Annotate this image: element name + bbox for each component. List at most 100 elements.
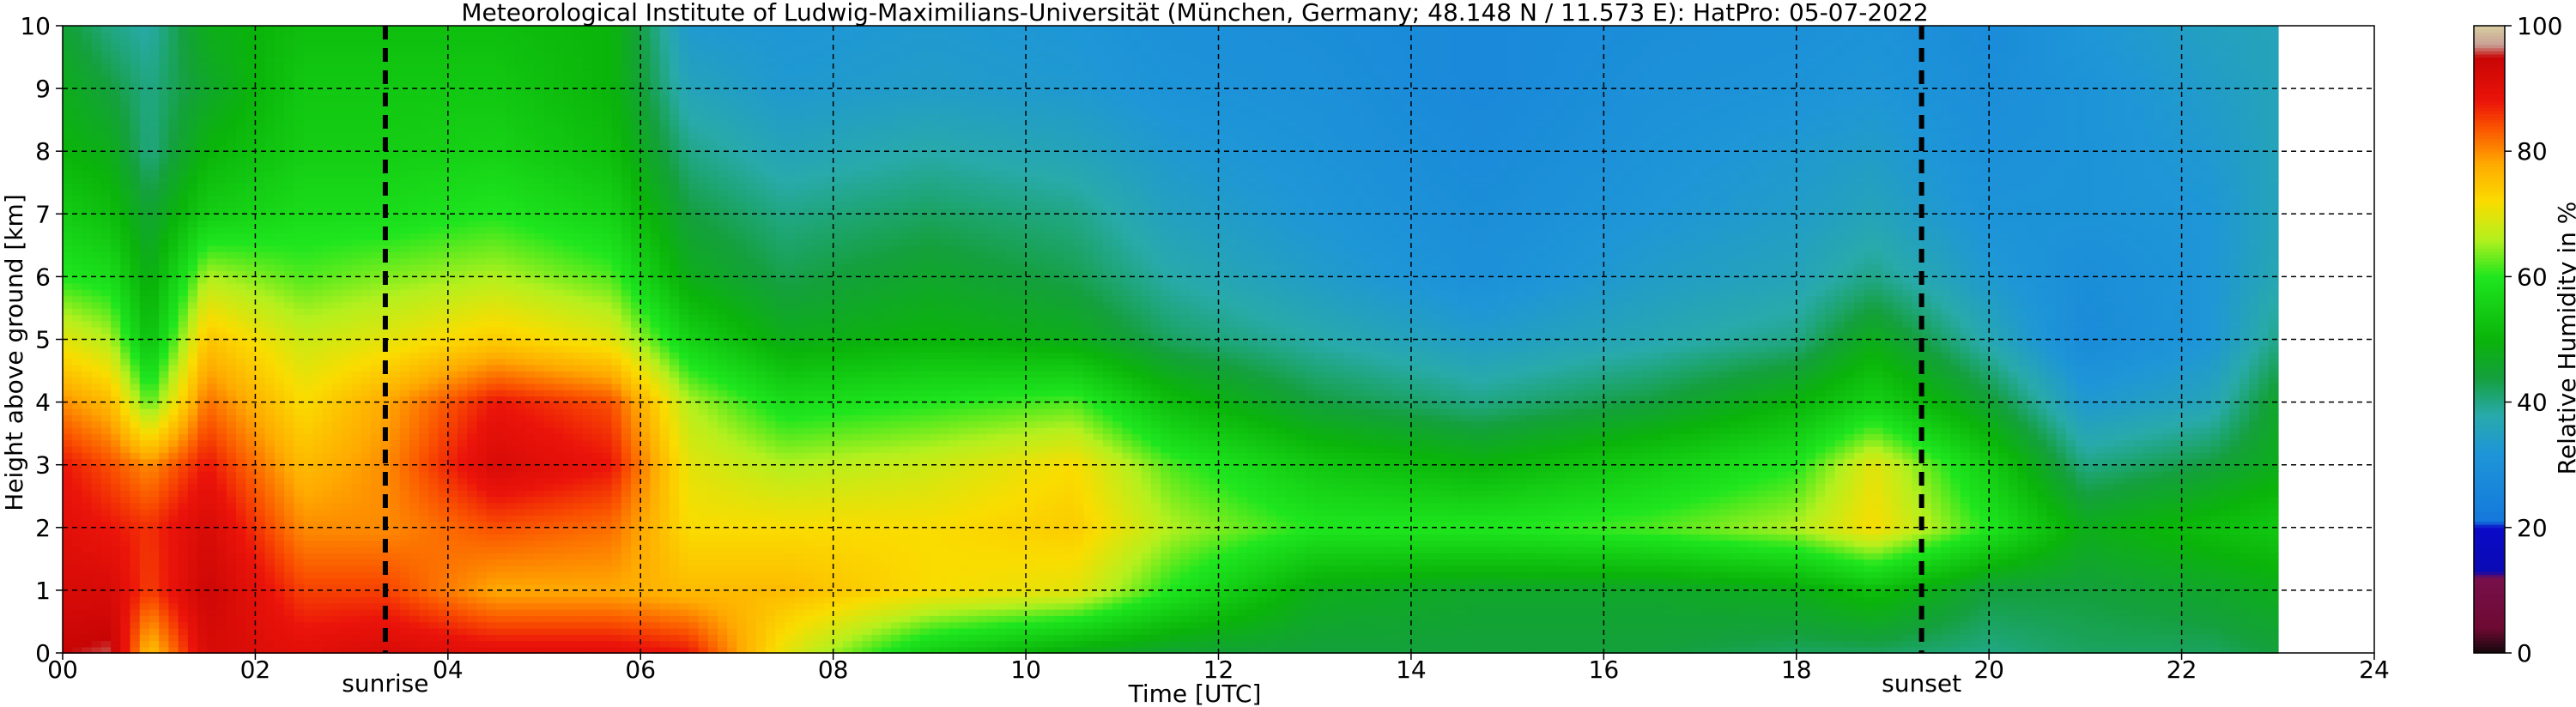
heatmap-cell xyxy=(82,214,92,221)
heatmap-cell xyxy=(284,164,294,171)
heatmap-cell xyxy=(371,51,381,57)
heatmap-cell xyxy=(255,195,265,202)
heatmap-cell xyxy=(409,233,420,239)
heatmap-cell xyxy=(188,88,198,95)
heatmap-cell xyxy=(265,302,276,309)
heatmap-cell xyxy=(439,528,449,535)
heatmap-cell xyxy=(371,615,381,622)
heatmap-cell xyxy=(496,609,506,616)
heatmap-cell xyxy=(428,402,439,409)
heatmap-cell xyxy=(149,101,160,108)
heatmap-cell xyxy=(496,94,506,101)
heatmap-cell xyxy=(496,257,506,264)
heatmap-cell xyxy=(391,553,401,559)
heatmap-cell xyxy=(477,427,488,434)
heatmap-cell xyxy=(168,446,179,453)
heatmap-cell xyxy=(179,257,189,264)
heatmap-cell xyxy=(487,390,497,396)
heatmap-cell xyxy=(236,390,246,396)
heatmap-cell xyxy=(130,577,141,584)
heatmap-cell xyxy=(323,314,333,321)
heatmap-cell xyxy=(72,45,82,51)
heatmap-cell xyxy=(352,590,362,597)
heatmap-cell xyxy=(400,63,410,70)
heatmap-cell xyxy=(352,484,362,491)
heatmap-cell xyxy=(159,39,169,45)
heatmap-cell xyxy=(391,503,401,510)
heatmap-cell xyxy=(439,371,449,378)
heatmap-cell xyxy=(419,547,429,553)
heatmap-cell xyxy=(361,88,372,95)
heatmap-cell xyxy=(111,547,121,553)
heatmap-cell xyxy=(159,302,169,309)
heatmap-cell xyxy=(197,621,208,628)
heatmap-cell xyxy=(140,202,150,208)
heatmap-cell xyxy=(120,239,130,246)
heatmap-cell xyxy=(159,377,169,384)
heatmap-cell xyxy=(515,51,525,57)
heatmap-cell xyxy=(515,534,525,541)
heatmap-cell xyxy=(332,139,342,146)
heatmap-cell xyxy=(140,295,150,302)
heatmap-cell xyxy=(525,176,536,183)
heatmap-cell xyxy=(275,421,285,428)
heatmap-cell xyxy=(361,257,372,264)
heatmap-cell xyxy=(294,371,304,378)
heatmap-cell xyxy=(400,39,410,45)
heatmap-cell xyxy=(82,484,92,491)
heatmap-cell xyxy=(149,251,160,258)
heatmap-cell xyxy=(506,621,516,628)
heatmap-cell xyxy=(207,640,217,647)
heatmap-cell xyxy=(361,327,372,334)
heatmap-cell xyxy=(313,515,324,522)
heatmap-cell xyxy=(168,484,179,491)
heatmap-cell xyxy=(371,107,381,114)
heatmap-cell xyxy=(515,452,525,459)
heatmap-cell xyxy=(130,94,141,101)
heatmap-cell xyxy=(140,346,150,353)
heatmap-cell xyxy=(159,76,169,82)
heatmap-cell xyxy=(63,352,73,359)
heatmap-cell xyxy=(207,170,217,177)
heatmap-cell xyxy=(342,101,352,108)
heatmap-cell xyxy=(179,371,189,378)
heatmap-cell xyxy=(400,314,410,321)
heatmap-cell xyxy=(515,63,525,70)
heatmap-cell xyxy=(101,352,112,359)
heatmap-cell xyxy=(207,151,217,158)
heatmap-cell xyxy=(284,596,294,603)
heatmap-cell xyxy=(496,221,506,227)
heatmap-cell xyxy=(275,446,285,453)
heatmap-cell xyxy=(236,515,246,522)
heatmap-cell xyxy=(92,427,102,434)
heatmap-cell xyxy=(391,452,401,459)
heatmap-cell xyxy=(448,227,458,233)
heatmap-cell xyxy=(284,94,294,101)
heatmap-cell xyxy=(409,45,420,51)
heatmap-cell xyxy=(400,183,410,190)
heatmap-cell xyxy=(275,547,285,553)
heatmap-cell xyxy=(179,69,189,76)
heatmap-cell xyxy=(342,239,352,246)
heatmap-cell xyxy=(111,577,121,584)
heatmap-cell xyxy=(352,245,362,252)
heatmap-cell xyxy=(342,590,352,597)
heatmap-cell xyxy=(217,170,227,177)
heatmap-cell xyxy=(391,615,401,622)
heatmap-cell xyxy=(197,577,208,584)
heatmap-cell xyxy=(197,63,208,70)
heatmap-cell xyxy=(63,314,73,321)
heatmap-cell xyxy=(304,427,314,434)
heatmap-cell xyxy=(332,107,342,114)
heatmap-cell xyxy=(409,164,420,171)
heatmap-cell xyxy=(352,390,362,396)
heatmap-cell xyxy=(323,596,333,603)
heatmap-cell xyxy=(467,471,477,478)
heatmap-cell xyxy=(409,221,420,227)
heatmap-cell xyxy=(245,139,256,146)
heatmap-cell xyxy=(361,321,372,328)
heatmap-cell xyxy=(236,202,246,208)
heatmap-cell xyxy=(448,195,458,202)
heatmap-cell xyxy=(419,358,429,365)
heatmap-cell xyxy=(207,571,217,578)
